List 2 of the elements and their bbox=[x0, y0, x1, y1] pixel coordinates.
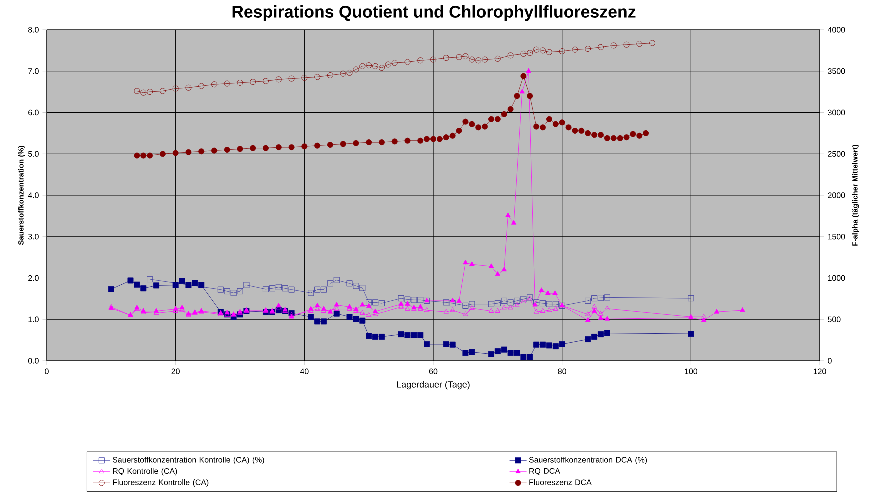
x-axis-title: Lagerdauer (Tage) bbox=[397, 381, 470, 390]
chart-title: Respirations Quotient und Chlorophyllfluoreszenz bbox=[232, 6, 636, 22]
